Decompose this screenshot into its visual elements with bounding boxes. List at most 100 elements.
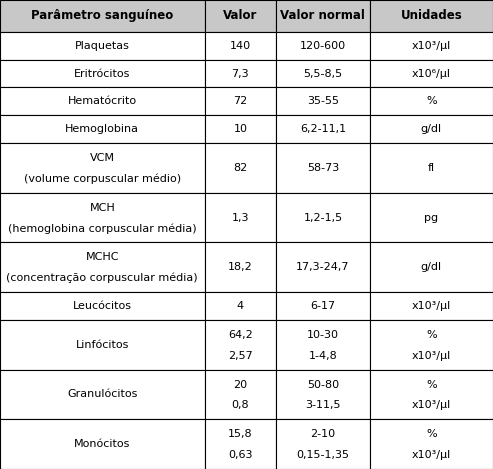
Text: 35-55: 35-55 [307,96,339,106]
Text: Monócitos: Monócitos [74,439,131,449]
Text: VCM: VCM [90,153,115,163]
Text: MCH: MCH [89,203,115,212]
Text: Hemoglobina: Hemoglobina [65,124,140,134]
Bar [0,87,205,115]
Bar [276,320,370,370]
Bar [205,193,276,242]
Bar [276,60,370,87]
Bar [205,0,276,32]
Text: 7,3: 7,3 [232,68,249,78]
Text: 2,57: 2,57 [228,351,253,361]
Text: 6-17: 6-17 [311,301,335,311]
Bar [370,143,493,193]
Bar [0,193,205,242]
Bar [276,0,370,32]
Bar [205,320,276,370]
Text: 58-73: 58-73 [307,163,339,173]
Text: x10³/µl: x10³/µl [412,401,451,410]
Bar [205,143,276,193]
Text: g/dl: g/dl [421,262,442,272]
Text: Granulócitos: Granulócitos [67,389,138,400]
Bar [370,242,493,292]
Text: 72: 72 [233,96,247,106]
Bar [276,193,370,242]
Bar [276,32,370,60]
Text: 6,2-11,1: 6,2-11,1 [300,124,346,134]
Bar [370,32,493,60]
Text: 0,8: 0,8 [232,401,249,410]
Text: 1,2-1,5: 1,2-1,5 [303,212,343,223]
Text: 15,8: 15,8 [228,429,252,439]
Text: g/dl: g/dl [421,124,442,134]
Text: %: % [426,379,437,390]
Bar [370,320,493,370]
Text: 3-11,5: 3-11,5 [305,401,341,410]
Text: 10-30: 10-30 [307,330,339,340]
Bar [205,292,276,320]
Text: 50-80: 50-80 [307,379,339,390]
Bar [0,143,205,193]
Text: Eritrócitos: Eritrócitos [74,68,131,78]
Text: Valor: Valor [223,9,257,23]
Bar [370,370,493,419]
Bar [0,32,205,60]
Bar [0,320,205,370]
Bar [205,115,276,143]
Text: Parâmetro sanguíneo: Parâmetro sanguíneo [31,9,174,23]
Text: %: % [426,330,437,340]
Text: Plaquetas: Plaquetas [75,41,130,51]
Bar [276,370,370,419]
Text: Linfócitos: Linfócitos [75,340,129,350]
Bar [0,292,205,320]
Text: x10³/µl: x10³/µl [412,450,451,460]
Bar [205,419,276,469]
Text: 5,5-8,5: 5,5-8,5 [303,68,343,78]
Text: Hematócrito: Hematócrito [68,96,137,106]
Text: MCHC: MCHC [86,252,119,262]
Text: 4: 4 [237,301,244,311]
Text: 17,3-24,7: 17,3-24,7 [296,262,350,272]
Bar [205,60,276,87]
Text: 10: 10 [233,124,247,134]
Text: x10³/µl: x10³/µl [412,351,451,361]
Text: 0,63: 0,63 [228,450,252,460]
Text: pg: pg [424,212,438,223]
Bar [276,419,370,469]
Text: x10³/µl: x10³/µl [412,41,451,51]
Text: Leucócitos: Leucócitos [73,301,132,311]
Bar [370,60,493,87]
Text: x10⁶/µl: x10⁶/µl [412,68,451,78]
Text: 0,15-1,35: 0,15-1,35 [296,450,350,460]
Bar [0,419,205,469]
Bar [370,193,493,242]
Bar [276,292,370,320]
Text: 1,3: 1,3 [232,212,249,223]
Bar [0,115,205,143]
Text: 82: 82 [233,163,247,173]
Bar [205,32,276,60]
Bar [370,115,493,143]
Bar [370,292,493,320]
Text: (concentração corpuscular média): (concentração corpuscular média) [6,273,198,283]
Text: 2-10: 2-10 [311,429,335,439]
Text: (volume corpuscular médio): (volume corpuscular médio) [24,174,181,184]
Text: 18,2: 18,2 [228,262,253,272]
Text: 120-600: 120-600 [300,41,346,51]
Text: %: % [426,429,437,439]
Bar [205,370,276,419]
Bar [370,0,493,32]
Bar [276,143,370,193]
Text: Valor normal: Valor normal [281,9,365,23]
Text: fl: fl [428,163,435,173]
Bar [276,242,370,292]
Bar [0,0,205,32]
Text: (hemoglobina corpuscular média): (hemoglobina corpuscular média) [8,223,197,234]
Text: 64,2: 64,2 [228,330,253,340]
Bar [370,87,493,115]
Text: 1-4,8: 1-4,8 [309,351,337,361]
Bar [0,242,205,292]
Text: Unidades: Unidades [400,9,462,23]
Text: x10³/µl: x10³/µl [412,301,451,311]
Bar [276,115,370,143]
Text: 20: 20 [233,379,247,390]
